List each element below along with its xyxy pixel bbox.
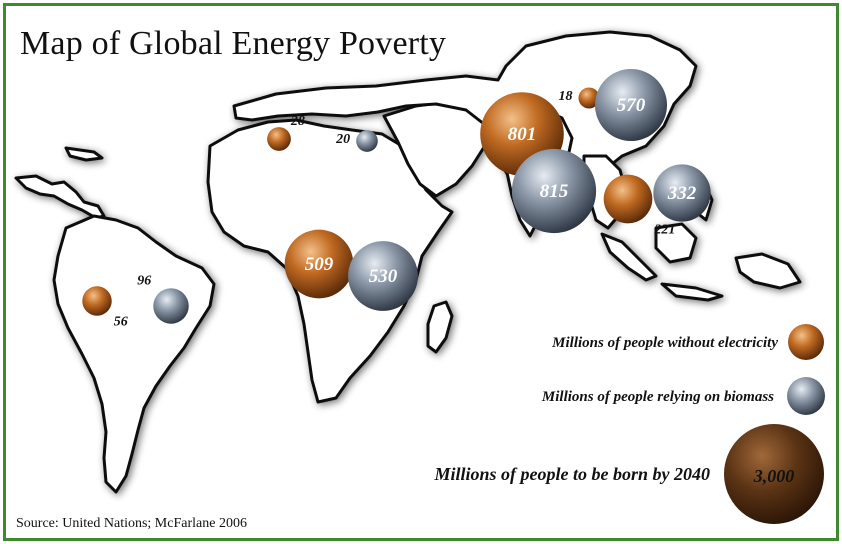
- south-america-electricity-bubble: 56: [82, 286, 128, 330]
- south-america-biomass-bubble: 96: [137, 273, 189, 324]
- southeast-asia-electricity-value-label: 221: [653, 222, 675, 237]
- sub-saharan-africa-biomass-bubble: 530: [348, 241, 418, 311]
- biomass-marker: [153, 288, 189, 324]
- central-america-land: [14, 174, 106, 220]
- legend-biomass-marker: [787, 377, 825, 415]
- legend-biomass: Millions of people relying on biomass: [541, 377, 825, 415]
- new-guinea-land: [734, 252, 802, 290]
- sumatra-land: [600, 232, 658, 282]
- biomass-marker: [356, 130, 378, 152]
- legend-born-value: 3,000: [753, 466, 795, 486]
- south-asia-electricity-value-label: 801: [508, 124, 537, 145]
- electricity-marker: [82, 286, 112, 316]
- south-america-biomass-value-label: 96: [137, 273, 151, 288]
- biomass-marker: [348, 241, 418, 311]
- biomass-marker: [594, 68, 668, 142]
- southeast-asia-electricity-bubble: 221: [603, 174, 675, 237]
- china-electricity-bubble: 18: [558, 87, 600, 109]
- southeast-asia-biomass-value-label: 332: [667, 183, 697, 204]
- java-land: [660, 282, 724, 302]
- legend-born: Millions of people to be born by 2040: [434, 424, 824, 524]
- south-america-land: [52, 214, 216, 494]
- china-electricity-value-label: 18: [558, 89, 572, 104]
- map-frame: Map of Global Energy Poverty 56 96 28 20 509…: [3, 3, 839, 541]
- legend-biomass-label: Millions of people relying on biomass: [541, 389, 774, 405]
- biomass-marker: [653, 164, 711, 222]
- world-map: Map of Global Energy Poverty 56 96 28 20 509…: [14, 25, 825, 524]
- legend-electricity-marker: [788, 324, 824, 360]
- north-africa-electricity-bubble: 28: [267, 114, 305, 151]
- sub-saharan-africa-electricity-bubble: 509: [284, 229, 354, 299]
- caribbean-land: [64, 146, 104, 162]
- page-title: Map of Global Energy Poverty: [20, 25, 446, 62]
- legend-electricity-label: Millions of people without electricity: [551, 335, 778, 351]
- bubble-layer: 56 96 28 20 509 530 801 815 18 570 221 332: [82, 68, 711, 330]
- southeast-asia-biomass-bubble: 332: [653, 164, 711, 222]
- middle-east-biomass-bubble: 20: [335, 130, 378, 152]
- north-africa-electricity-value-label: 28: [290, 114, 305, 129]
- sub-saharan-africa-electricity-value-label: 509: [305, 254, 334, 275]
- electricity-marker: [267, 127, 291, 151]
- south-asia-biomass-value-label: 815: [540, 181, 569, 202]
- electricity-marker: [603, 174, 653, 224]
- south-america-electricity-value-label: 56: [114, 315, 128, 330]
- borneo-land: [654, 222, 698, 264]
- electricity-marker: [284, 229, 354, 299]
- legend-electricity: Millions of people without electricity: [551, 324, 824, 360]
- source-caption: Source: United Nations; McFarlane 2006: [16, 516, 247, 531]
- legend-born-label: Millions of people to be born by 2040: [434, 464, 711, 484]
- china-biomass-bubble: 570: [594, 68, 668, 142]
- legend-layer: Millions of people without electricity Mi…: [434, 324, 825, 524]
- legend-born-marker: [724, 424, 824, 524]
- south-asia-biomass-bubble: 815: [511, 148, 597, 234]
- electricity-marker: [578, 87, 600, 109]
- china-biomass-value-label: 570: [617, 95, 646, 116]
- sub-saharan-africa-biomass-value-label: 530: [369, 266, 398, 287]
- biomass-marker: [511, 148, 597, 234]
- middle-east-biomass-value-label: 20: [335, 132, 350, 147]
- madagascar-land: [426, 300, 454, 354]
